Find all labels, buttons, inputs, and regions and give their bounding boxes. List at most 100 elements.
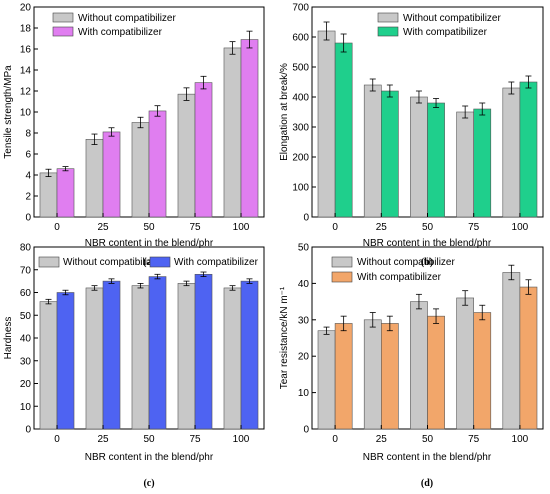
panel-b-bar-s0-3 [456, 111, 474, 218]
panel-a-bar-s1-1 [102, 131, 121, 218]
panel-d-legend-swatch-without [331, 256, 353, 268]
panel-b-x-tick-1: 25 [376, 222, 388, 233]
panel-a-y-tick-5: 10 [20, 108, 32, 119]
panel-c-bar-s0-2 [131, 285, 150, 430]
panel-d-bar-s1-1 [380, 323, 399, 430]
panel-c-x-tick-2: 50 [143, 434, 155, 445]
panel-c-legend-label-without: Without compatibilizer [63, 257, 161, 268]
panel-c-bar-s1-1 [102, 280, 121, 430]
panel-c-y-tick-5: 50 [20, 311, 32, 322]
panel-b-bar-s1-1 [380, 90, 399, 218]
panel-b-y-tick-6: 600 [292, 33, 309, 44]
panel-a-legend: Without compatibilizer With compatibiliz… [52, 12, 176, 38]
panel-c-legend: Without compatibilizer With compatibiliz… [38, 256, 259, 268]
panel-d-legend-label-with: With compatibilizer [357, 272, 442, 283]
panel-a-bar-s1-3 [194, 82, 213, 218]
panel-c-y-tick-0: 0 [25, 425, 31, 436]
panel-c-bar-s0-4 [223, 287, 242, 430]
panel-a-x-axis-label: NBR content in the blend/phr [85, 238, 214, 249]
panel-c-bar-s0-3 [177, 283, 196, 430]
panel-c-label: (c) [143, 478, 154, 489]
panel-d: 0 10 20 30 40 50 0 25 50 75 100 Tear resistance/k… [279, 243, 544, 489]
panel-c-x-axis: 0 25 50 75 100 [54, 425, 250, 445]
panel-c-bar-s1-4 [240, 280, 259, 430]
panel-a-bar-s0-0 [39, 172, 58, 218]
panel-b-y-tick-1: 100 [292, 183, 309, 194]
panel-a-bar-s0-1 [85, 139, 104, 218]
panel-a-x-tick-2: 50 [143, 222, 155, 233]
panel-a-y-axis: 0 2 4 6 8 10 12 14 16 18 20 [20, 3, 38, 224]
panel-c-y-tick-2: 20 [20, 379, 32, 390]
panel-c-y-tick-7: 70 [20, 265, 32, 276]
panel-a-bars [39, 30, 259, 218]
panel-b-bar-s0-2 [410, 96, 428, 218]
panel-c-x-axis-label: NBR content in the blend/phr [85, 452, 214, 463]
panel-b-y-tick-4: 400 [292, 93, 309, 104]
panel-a-bar-s0-2 [131, 122, 150, 218]
panel-d-label: (d) [421, 478, 433, 489]
panel-c-bar-s1-3 [194, 273, 213, 430]
panel-a-y-tick-9: 18 [20, 24, 32, 35]
panel-d-bar-s1-4 [519, 286, 538, 430]
panel-d-y-tick-4: 40 [298, 279, 310, 290]
panel-b: 0 100 200 300 400 500 600 700 0 25 50 75 100 Elonga… [279, 3, 544, 268]
panel-d-x-tick-4: 100 [512, 434, 529, 445]
panel-a-bar-s1-0 [56, 168, 75, 218]
panel-a-y-tick-4: 8 [25, 129, 31, 140]
panel-c-y-axis: 0 10 20 30 40 50 60 70 80 [20, 243, 38, 436]
panel-d-bar-s1-3 [473, 312, 492, 430]
panel-b-y-axis-label: Elongation at break/% [279, 63, 290, 161]
panel-b-y-tick-7: 700 [292, 3, 309, 14]
panel-a-y-tick-0: 0 [25, 213, 31, 224]
panel-c-x-tick-4: 100 [233, 434, 250, 445]
panel-d-x-tick-1: 25 [376, 434, 388, 445]
panel-b-y-tick-3: 300 [292, 123, 309, 134]
panel-a-y-tick-1: 2 [25, 192, 31, 203]
panel-b-legend: Without compatibilizer With compatibiliz… [377, 12, 501, 38]
panel-b-bar-s1-0 [334, 42, 353, 218]
panel-d-y-axis: 0 10 20 30 40 50 [298, 243, 316, 436]
panel-b-bar-s1-2 [427, 102, 445, 218]
panel-a-x-tick-1: 25 [97, 222, 109, 233]
panel-b-legend-swatch-with [377, 26, 399, 37]
panel-c-bar-s0-0 [39, 301, 58, 430]
panel-b-y-tick-5: 500 [292, 63, 309, 74]
panel-b-legend-label-with: With compatibilizer [403, 27, 488, 38]
panel-a-y-tick-10: 20 [20, 3, 32, 14]
panel-b-x-tick-0: 0 [332, 222, 338, 233]
panel-a-y-axis-label: Tensile strength/MPa [3, 65, 14, 159]
panel-b-legend-swatch-without [377, 12, 399, 23]
panel-d-bar-s0-0 [317, 330, 336, 430]
panel-d-x-tick-2: 50 [422, 434, 434, 445]
panel-d-legend-swatch-with [331, 271, 353, 283]
panel-a-x-tick-3: 75 [189, 222, 201, 233]
panel-b-y-axis: 0 100 200 300 400 500 600 700 [292, 3, 316, 224]
panel-a-y-tick-6: 12 [20, 87, 32, 98]
panel-c-bar-s1-2 [148, 276, 167, 430]
panel-a-x-tick-0: 0 [54, 222, 60, 233]
panel-d-bar-s1-0 [334, 323, 353, 430]
panel-c-y-tick-3: 30 [20, 356, 32, 367]
panel-a: 0 2 4 6 8 10 12 14 16 18 20 0 25 50 75 100 Tensile str… [3, 3, 265, 268]
panel-d-x-axis-label: NBR content in the blend/phr [363, 452, 492, 463]
panel-c-x-tick-0: 0 [54, 434, 60, 445]
panel-c-y-axis-label: Hardness [3, 317, 14, 360]
panel-d-y-tick-3: 30 [298, 315, 310, 326]
panel-c-x-tick-1: 25 [97, 434, 109, 445]
panel-b-y-tick-0: 0 [303, 213, 309, 224]
panel-b-bar-s1-3 [473, 108, 492, 218]
panel-c-y-tick-8: 80 [20, 243, 32, 254]
panel-b-bar-s1-4 [519, 81, 538, 218]
panel-a-x-tick-4: 100 [233, 222, 250, 233]
panel-b-x-tick-3: 75 [468, 222, 480, 233]
panel-c-y-tick-1: 10 [20, 402, 32, 413]
panel-d-x-axis: 0 25 50 75 100 [332, 425, 529, 445]
panel-c-bar-s1-0 [56, 292, 75, 430]
panel-a-y-tick-7: 14 [20, 66, 32, 77]
panel-c-bar-s0-1 [85, 287, 104, 430]
panel-b-bar-s0-4 [502, 87, 521, 218]
panel-d-legend-label-without: Without compatibilizer [357, 257, 455, 268]
panel-a-y-tick-3: 6 [25, 150, 31, 161]
panel-c-legend-swatch-with [149, 256, 171, 268]
panel-d-bar-s0-3 [456, 297, 474, 430]
